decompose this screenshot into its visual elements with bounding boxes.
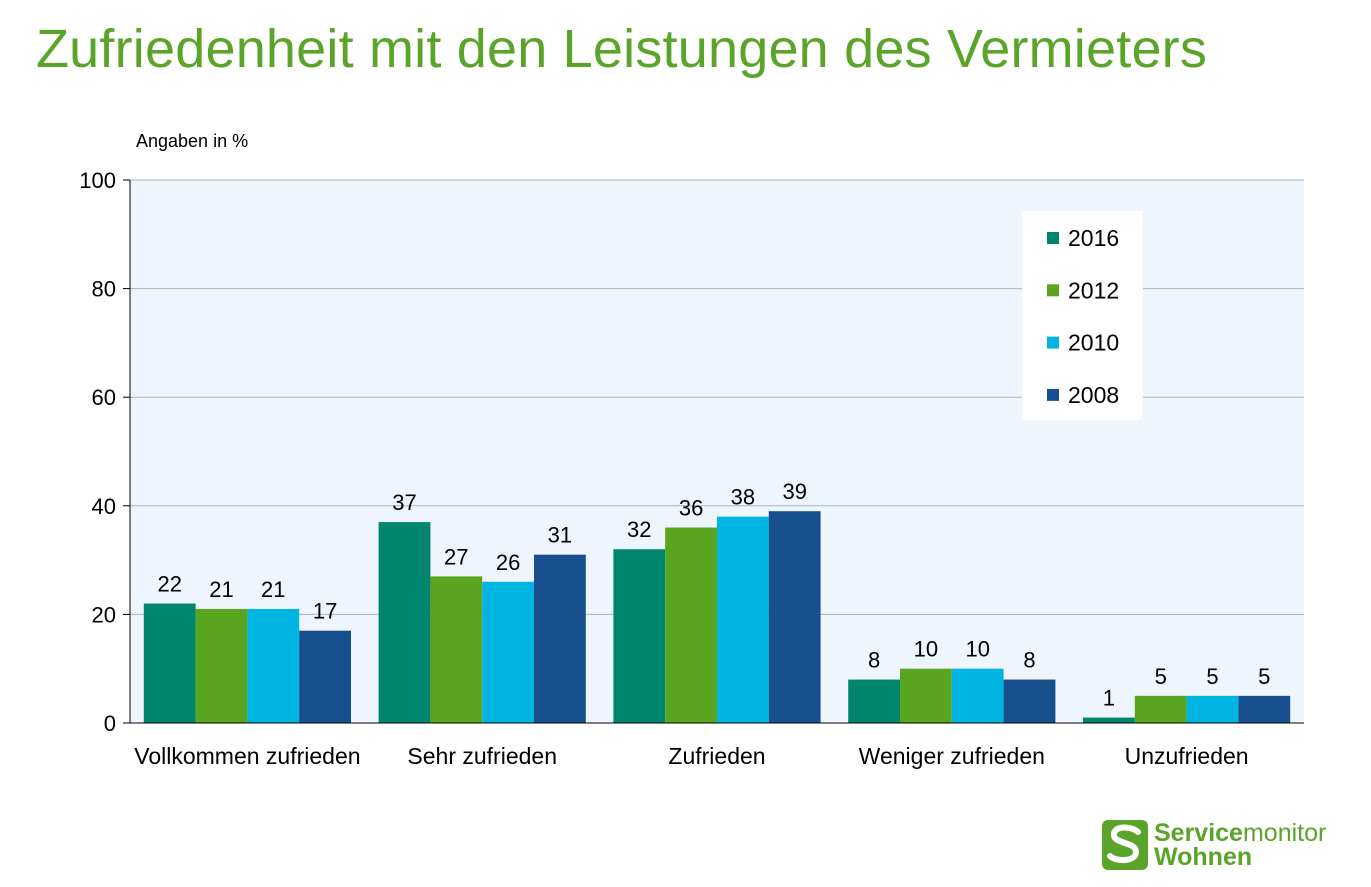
category-label: Weniger zufrieden bbox=[859, 743, 1045, 769]
data-label: 10 bbox=[914, 637, 938, 662]
data-label: 32 bbox=[627, 517, 651, 542]
bar bbox=[430, 576, 483, 723]
bar bbox=[195, 608, 248, 723]
bar bbox=[1134, 695, 1187, 723]
data-label: 5 bbox=[1258, 664, 1270, 689]
bar bbox=[143, 603, 196, 723]
y-tick-label: 80 bbox=[92, 277, 116, 302]
legend-label: 2010 bbox=[1068, 330, 1119, 356]
data-label: 22 bbox=[157, 572, 181, 597]
logo-line2: Wohnen bbox=[1154, 843, 1253, 871]
category-label: Vollkommen zufrieden bbox=[134, 743, 360, 769]
data-label: 5 bbox=[1206, 664, 1218, 689]
data-label: 39 bbox=[782, 479, 806, 504]
bar bbox=[534, 554, 586, 723]
data-label: 27 bbox=[444, 544, 468, 569]
bar bbox=[717, 516, 769, 723]
bar bbox=[1083, 717, 1135, 723]
data-label: 5 bbox=[1155, 664, 1167, 689]
bar bbox=[1003, 679, 1056, 723]
bar bbox=[247, 608, 300, 723]
unit-label: Angaben in % bbox=[136, 131, 248, 151]
data-label: 10 bbox=[965, 637, 989, 662]
legend-label: 2016 bbox=[1068, 225, 1119, 251]
y-tick-label: 60 bbox=[92, 385, 116, 410]
data-label: 1 bbox=[1103, 686, 1115, 711]
category-label: Unzufrieden bbox=[1125, 743, 1249, 769]
legend-label: 2008 bbox=[1068, 382, 1119, 408]
legend-swatch bbox=[1047, 232, 1059, 244]
data-label: 21 bbox=[209, 577, 233, 602]
servicemonitor-logo: Servicemonitor Wohnen bbox=[1100, 816, 1340, 876]
bar bbox=[1238, 695, 1291, 723]
logo-s-icon bbox=[1102, 820, 1148, 870]
logo-line1: Servicemonitor bbox=[1154, 819, 1327, 847]
legend-swatch bbox=[1047, 336, 1059, 349]
bar bbox=[768, 511, 821, 723]
category-label: Sehr zufrieden bbox=[407, 743, 557, 769]
bar bbox=[1186, 695, 1239, 723]
y-tick-label: 0 bbox=[104, 711, 116, 736]
y-tick-label: 100 bbox=[79, 168, 116, 193]
bar bbox=[951, 668, 1004, 723]
legend-swatch bbox=[1047, 284, 1059, 297]
legend bbox=[1022, 211, 1143, 420]
category-label: Zufrieden bbox=[668, 743, 765, 769]
data-label: 8 bbox=[868, 648, 880, 673]
legend-swatch bbox=[1047, 388, 1059, 401]
data-label: 36 bbox=[679, 496, 703, 521]
data-label: 26 bbox=[496, 550, 520, 575]
bar bbox=[665, 527, 717, 723]
data-label: 17 bbox=[313, 599, 337, 624]
bar bbox=[299, 630, 351, 723]
bar bbox=[900, 668, 952, 723]
y-tick-label: 20 bbox=[92, 602, 116, 627]
page-title: Zufriedenheit mit den Leistungen des Ver… bbox=[36, 19, 1208, 79]
legend-label: 2012 bbox=[1068, 277, 1119, 303]
data-label: 37 bbox=[392, 490, 416, 515]
data-label: 31 bbox=[548, 523, 572, 548]
bar bbox=[613, 549, 666, 723]
bar bbox=[848, 679, 900, 723]
y-tick-label: 40 bbox=[92, 494, 116, 519]
bar bbox=[378, 522, 431, 723]
data-label: 38 bbox=[731, 485, 755, 510]
bar bbox=[482, 581, 534, 723]
data-label: 21 bbox=[261, 577, 285, 602]
data-label: 8 bbox=[1023, 648, 1035, 673]
